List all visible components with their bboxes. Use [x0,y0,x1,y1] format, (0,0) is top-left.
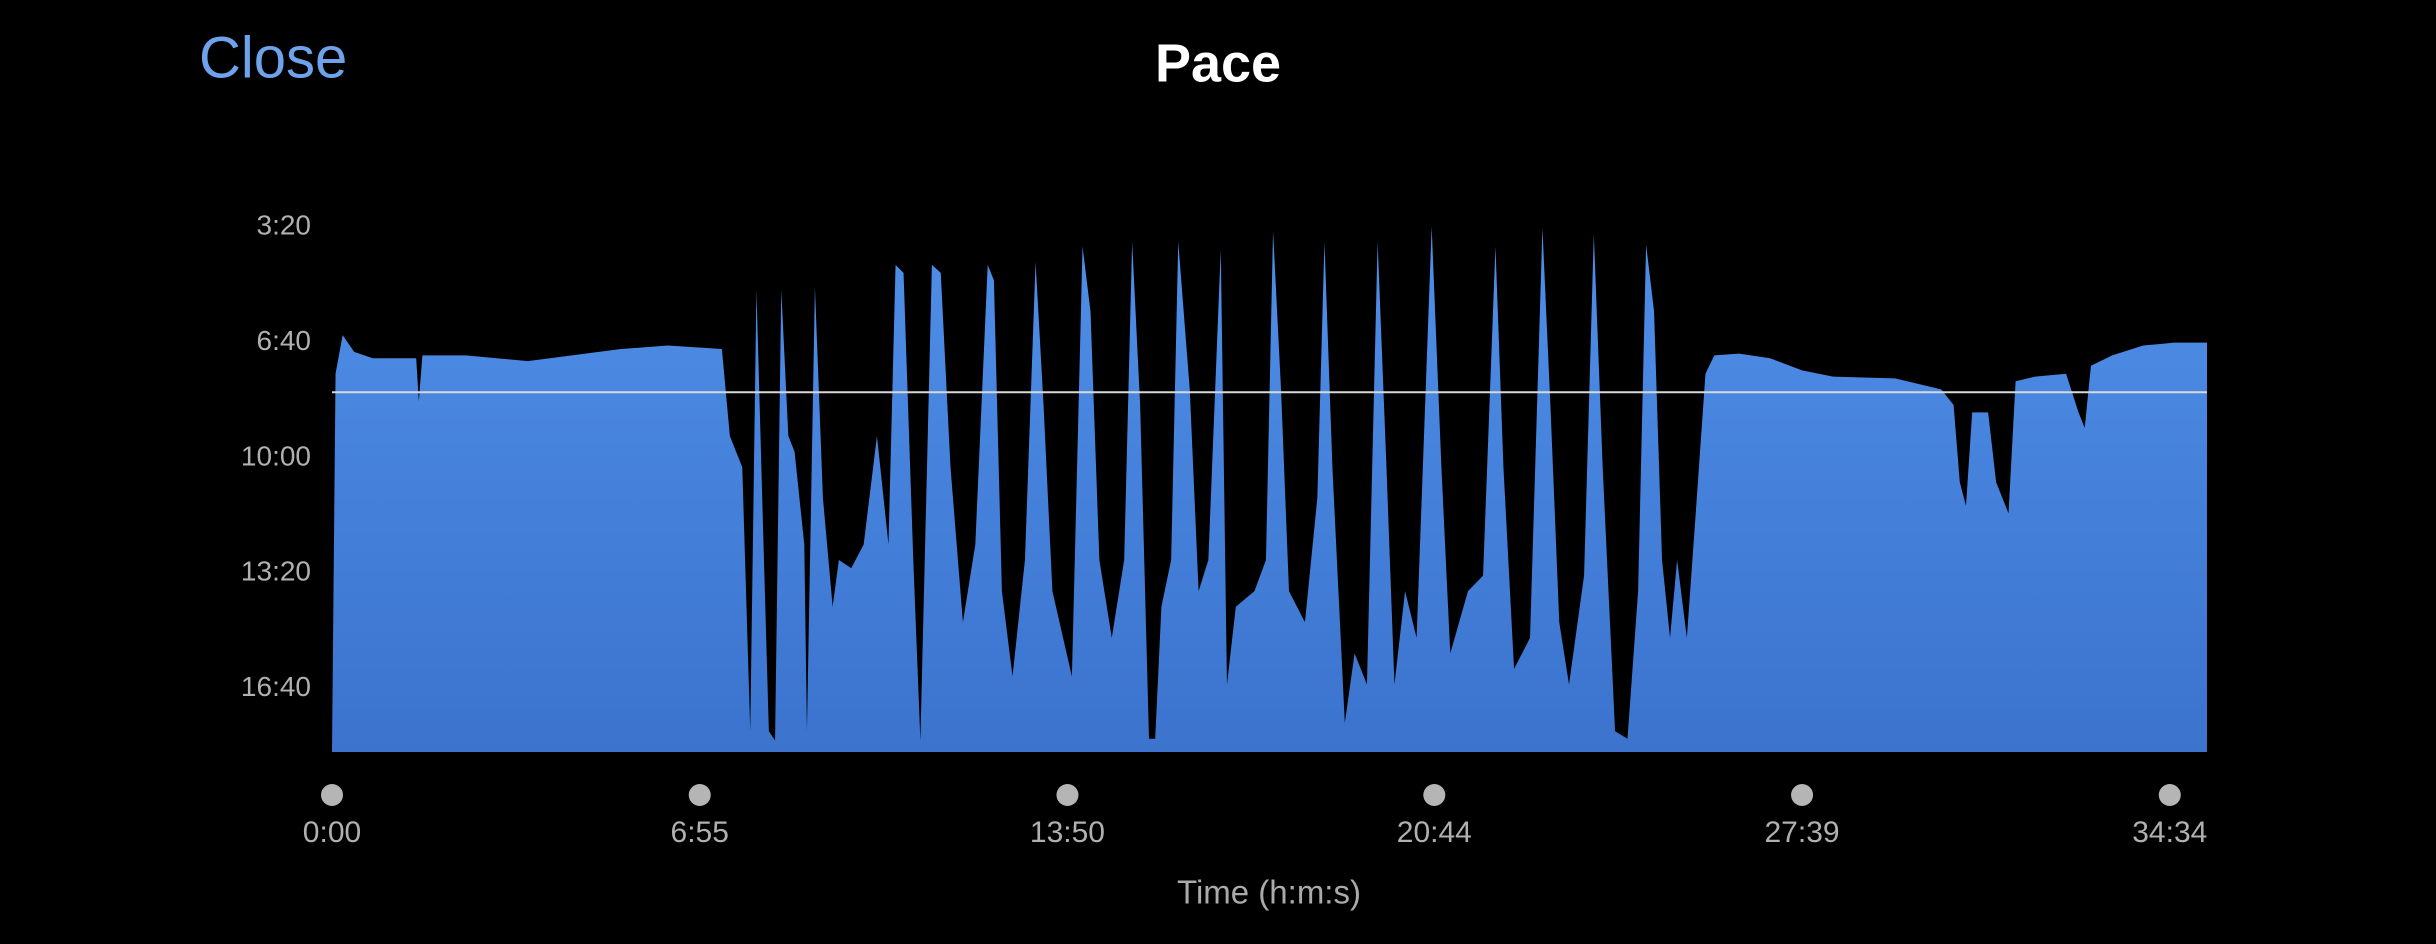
x-tick-label: 0:00 [303,816,361,849]
x-tick-dot [1791,784,1814,806]
y-tick-label: 3:20 [257,210,312,241]
x-tick-label: 20:44 [1397,816,1472,849]
x-axis-label: Time (h:m:s) [1177,874,1361,911]
pace-area [332,226,2207,752]
x-tick-label: 6:55 [671,816,729,849]
y-tick-label: 10:00 [241,440,311,471]
x-tick-dot [1423,784,1446,806]
x-tick-dot [321,784,343,806]
close-button[interactable]: Close [199,25,347,90]
y-tick-label: 13:20 [241,556,311,587]
y-tick-label: 16:40 [241,671,311,702]
x-tick-dot [688,784,711,806]
x-tick-label: 34:34 [2132,816,2207,849]
x-tick-dot [2158,784,2181,806]
title: Pace [1155,33,1281,93]
x-tick-dot [1056,784,1079,806]
x-tick-label: 13:50 [1030,816,1105,849]
y-tick-label: 6:40 [257,325,312,356]
x-tick-label: 27:39 [1765,816,1840,849]
